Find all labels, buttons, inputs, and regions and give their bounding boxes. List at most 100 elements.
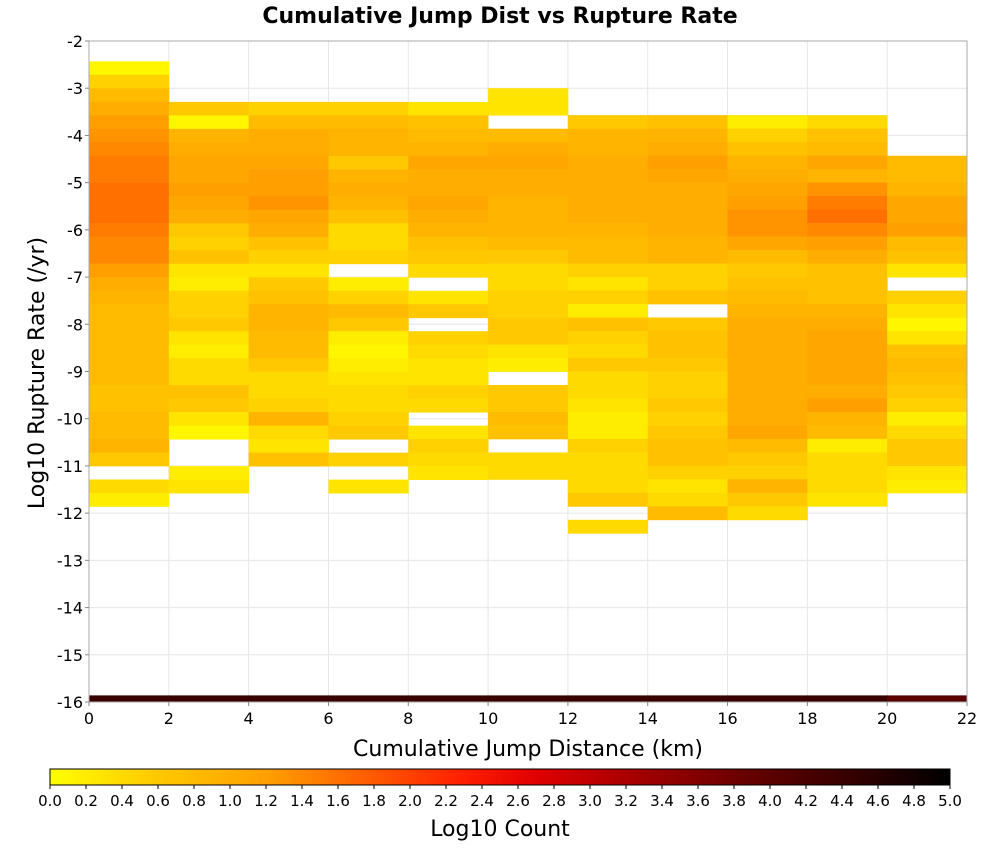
heatmap-cell <box>887 317 968 332</box>
heatmap-cell <box>567 276 649 291</box>
heatmap-cell <box>807 115 888 130</box>
heatmap-cell <box>328 223 409 238</box>
heatmap-cell <box>89 223 170 238</box>
heatmap-cell <box>727 236 808 251</box>
y-tick-label: -16 <box>57 693 83 712</box>
heatmap-cell <box>168 358 250 373</box>
heatmap-cell <box>807 236 888 251</box>
heatmap-cell <box>89 128 170 143</box>
y-tick-label: -3 <box>67 79 83 98</box>
heatmap-cell <box>89 263 170 278</box>
heatmap-cell <box>89 317 170 332</box>
y-tick-label: -13 <box>57 551 83 570</box>
heatmap-cell <box>168 331 250 346</box>
heatmap-cell <box>168 223 250 238</box>
heatmap-cell <box>168 385 250 400</box>
heatmap-cell <box>727 290 808 305</box>
y-tick-label: -11 <box>57 457 83 476</box>
heatmap-cell <box>807 425 888 440</box>
heatmap-cell <box>887 452 968 467</box>
colorbar-tick-label: 2.4 <box>470 792 494 810</box>
heatmap-cell <box>807 452 888 467</box>
colorbar-tick-label: 2.0 <box>398 792 422 810</box>
y-axis-label: Log10 Rupture Rate (/yr) <box>25 237 50 509</box>
heatmap-cell <box>567 142 649 156</box>
heatmap-cell <box>408 344 489 359</box>
heatmap-cell <box>647 695 728 702</box>
heatmap-cell <box>328 169 409 184</box>
heatmap-cell <box>89 304 170 318</box>
heatmap-cell <box>887 385 968 399</box>
heatmap-cell <box>328 155 409 170</box>
heatmap-cell <box>89 182 170 197</box>
heatmap-cell <box>727 155 808 170</box>
heatmap-cell <box>248 250 329 265</box>
heatmap-cell <box>168 128 250 143</box>
heatmap-cell <box>168 263 250 278</box>
heatmap-cell <box>727 695 808 702</box>
heatmap-cell <box>488 465 569 480</box>
y-tick-label: -14 <box>57 599 83 618</box>
heatmap-cell <box>168 277 250 292</box>
heatmap-cell <box>887 196 968 211</box>
heatmap-cell <box>727 384 808 399</box>
heatmap-cell <box>408 209 489 224</box>
y-tick-labels: -2 -3 -4 -5 -6 -7 -8 -9 -10 -11 -12 -13 -14 -15 -16 <box>57 32 89 712</box>
heatmap-cell <box>248 344 329 359</box>
heatmap-cell <box>89 277 170 292</box>
heatmap-cell <box>328 425 409 440</box>
heatmap-cell <box>647 155 728 170</box>
x-tick-label: 2 <box>164 709 174 728</box>
colorbar <box>49 768 951 786</box>
heatmap-cell <box>328 412 409 427</box>
heatmap-cell <box>807 344 888 359</box>
heatmap-cell <box>567 317 649 332</box>
heatmap-cell <box>248 317 329 332</box>
heatmap-cell <box>168 695 250 702</box>
heatmap-cell <box>328 277 409 292</box>
heatmap-cell <box>488 357 569 372</box>
heatmap-cell <box>248 695 329 702</box>
heatmap-cell <box>807 384 888 399</box>
heatmap-cell <box>248 128 329 143</box>
x-tick-label: 14 <box>638 709 658 728</box>
heatmap-cell <box>328 452 409 467</box>
heatmap-cell <box>408 182 489 197</box>
heatmap-cell <box>647 223 728 237</box>
heatmap-cell <box>567 425 649 440</box>
heatmap-cell <box>89 695 170 702</box>
heatmap-cell <box>807 276 888 291</box>
heatmap-cell <box>727 209 808 224</box>
heatmap-cell <box>887 344 968 359</box>
heatmap-cell <box>408 101 489 116</box>
heatmap-cell <box>89 101 170 116</box>
heatmap-cell <box>89 398 170 413</box>
heatmap-cell <box>647 425 728 440</box>
x-tick-labels: 0 2 4 6 8 10 12 14 16 18 20 22 <box>84 702 977 728</box>
heatmap-cell <box>89 358 170 372</box>
heatmap-cell <box>567 330 649 345</box>
heatmap-cell <box>567 344 649 359</box>
y-tick-label: -10 <box>57 410 83 429</box>
colorbar-tick-label: 0.6 <box>146 792 170 810</box>
heatmap-cell <box>488 290 569 305</box>
heatmap-cell <box>647 371 728 386</box>
colorbar-tick-label: 2.2 <box>434 792 458 810</box>
heatmap-cell <box>567 357 649 372</box>
y-tick-label: -6 <box>67 221 83 240</box>
y-tick-label: -5 <box>67 174 83 193</box>
heatmap-cell <box>567 384 649 399</box>
heatmap-cell <box>408 385 489 400</box>
heatmap-cell <box>89 331 170 345</box>
heatmap-cell <box>647 479 728 494</box>
heatmap-cell <box>488 384 569 399</box>
heatmap-cells <box>89 61 968 702</box>
heatmap-cell <box>567 519 649 534</box>
heatmap-cell <box>647 196 728 210</box>
heatmap-cell <box>727 371 808 386</box>
heatmap-cell <box>807 142 888 156</box>
x-axis-label: Cumulative Jump Distance (km) <box>353 737 703 762</box>
colorbar-tick-label: 2.6 <box>506 792 530 810</box>
heatmap-cell <box>807 209 888 224</box>
